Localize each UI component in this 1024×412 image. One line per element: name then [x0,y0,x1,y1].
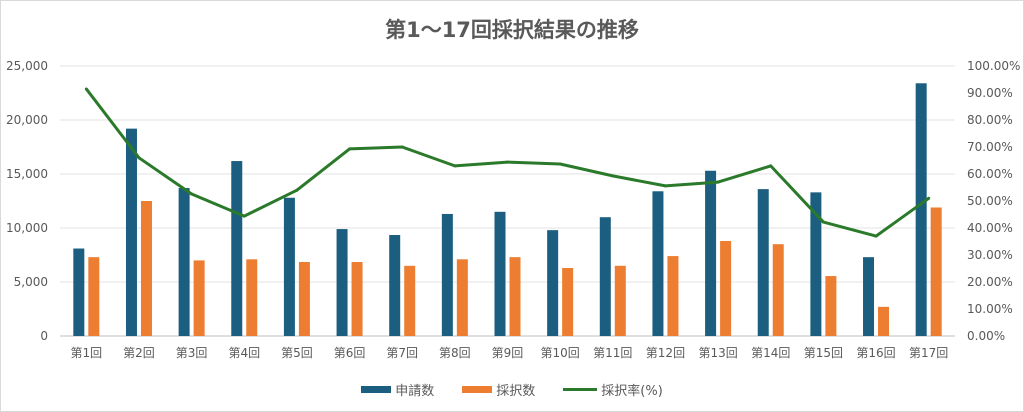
category-label: 第13回 [698,346,737,360]
bar-adopted [562,267,574,336]
rate-point [663,184,667,188]
bar-applications [336,229,348,336]
category-label: 第5回 [281,346,313,360]
category-label: 第9回 [492,346,524,360]
bar-adopted [140,201,152,336]
left-tick-label: 10,000 [6,221,48,235]
rate-point [874,234,878,238]
rate-point [295,188,299,192]
category-label: 第7回 [386,346,418,360]
bar-adopted [193,260,205,336]
bar-adopted [88,257,100,336]
category-label: 第10回 [541,346,580,360]
category-label: 第1回 [71,346,103,360]
bar-adopted [614,265,626,336]
rate-point [190,192,194,196]
rate-point [348,147,352,151]
bar-applications [915,83,927,336]
right-tick-label: 60.00% [967,167,1013,181]
bar-applications [757,189,769,336]
bar-applications [231,161,243,336]
category-label: 第11回 [593,346,632,360]
bar-adopted [351,262,363,336]
legend: 申請数 採択数 採択率(%) [0,380,1024,399]
bar-applications [441,213,453,336]
rate-point [242,214,246,218]
legend-item: 採択率(%) [563,380,663,399]
rate-point [821,220,825,224]
right-tick-label: 50.00% [967,194,1013,208]
left-tick-label: 0 [40,329,48,343]
bar-applications [494,211,506,336]
bar-applications [73,248,85,336]
legend-swatch [361,386,392,393]
category-label: 第14回 [751,346,790,360]
category-label: 第8回 [439,346,471,360]
right-tick-label: 10.00% [967,302,1013,316]
bar-applications [125,128,137,336]
bar-adopted [298,262,310,336]
rate-point [558,162,562,166]
right-tick-label: 20.00% [967,275,1013,289]
right-tick-label: 100.00% [967,59,1020,73]
category-label: 第2回 [123,346,155,360]
right-tick-label: 70.00% [967,140,1013,154]
rate-point [611,174,615,178]
category-label: 第6回 [334,346,366,360]
category-label: 第17回 [909,346,948,360]
category-label: 第4回 [228,346,260,360]
category-label: 第12回 [646,346,685,360]
bar-adopted [878,306,890,336]
right-tick-label: 40.00% [967,221,1013,235]
legend-item: 申請数 [361,380,434,399]
legend-item: 採択数 [462,380,535,399]
rate-point [927,196,931,200]
left-tick-label: 20,000 [6,113,48,127]
rate-point [400,145,404,149]
bar-adopted [509,257,521,336]
bar-adopted [456,259,468,336]
bar-applications [283,197,295,336]
left-tick-label: 15,000 [6,167,48,181]
bar-applications [705,170,717,336]
category-label: 第16回 [856,346,895,360]
category-label: 第15回 [804,346,843,360]
right-tick-label: 0.00% [967,329,1005,343]
rate-point [716,180,720,184]
bar-adopted [720,240,732,336]
right-tick-label: 30.00% [967,248,1013,262]
legend-swatch [563,388,598,391]
rate-point [137,156,141,160]
legend-label: 採択数 [496,384,536,399]
category-label: 第3回 [176,346,208,360]
bar-applications [389,235,401,336]
rate-point [84,87,88,91]
bar-adopted [930,207,942,336]
bar-applications [599,217,611,336]
bar-applications [652,191,664,336]
rate-point [453,164,457,168]
right-tick-label: 80.00% [967,113,1013,127]
bar-applications [863,257,875,336]
bar-applications [178,188,190,336]
legend-swatch [462,386,493,393]
bar-applications [547,230,559,336]
left-tick-label: 5,000 [14,275,48,289]
rate-point [506,160,509,164]
bar-adopted [667,256,679,336]
bar-adopted [825,276,837,336]
bar-adopted [404,265,416,336]
bar-adopted [246,259,258,336]
legend-label: 申請数 [395,384,435,399]
rate-point [769,164,773,168]
bar-adopted [772,244,784,336]
legend-label: 採択率(%) [601,384,663,399]
left-tick-label: 25,000 [6,59,48,73]
bar-applications [810,192,822,336]
right-tick-label: 90.00% [967,86,1013,100]
chart-title: 第1〜17回採択結果の推移 [385,18,639,42]
